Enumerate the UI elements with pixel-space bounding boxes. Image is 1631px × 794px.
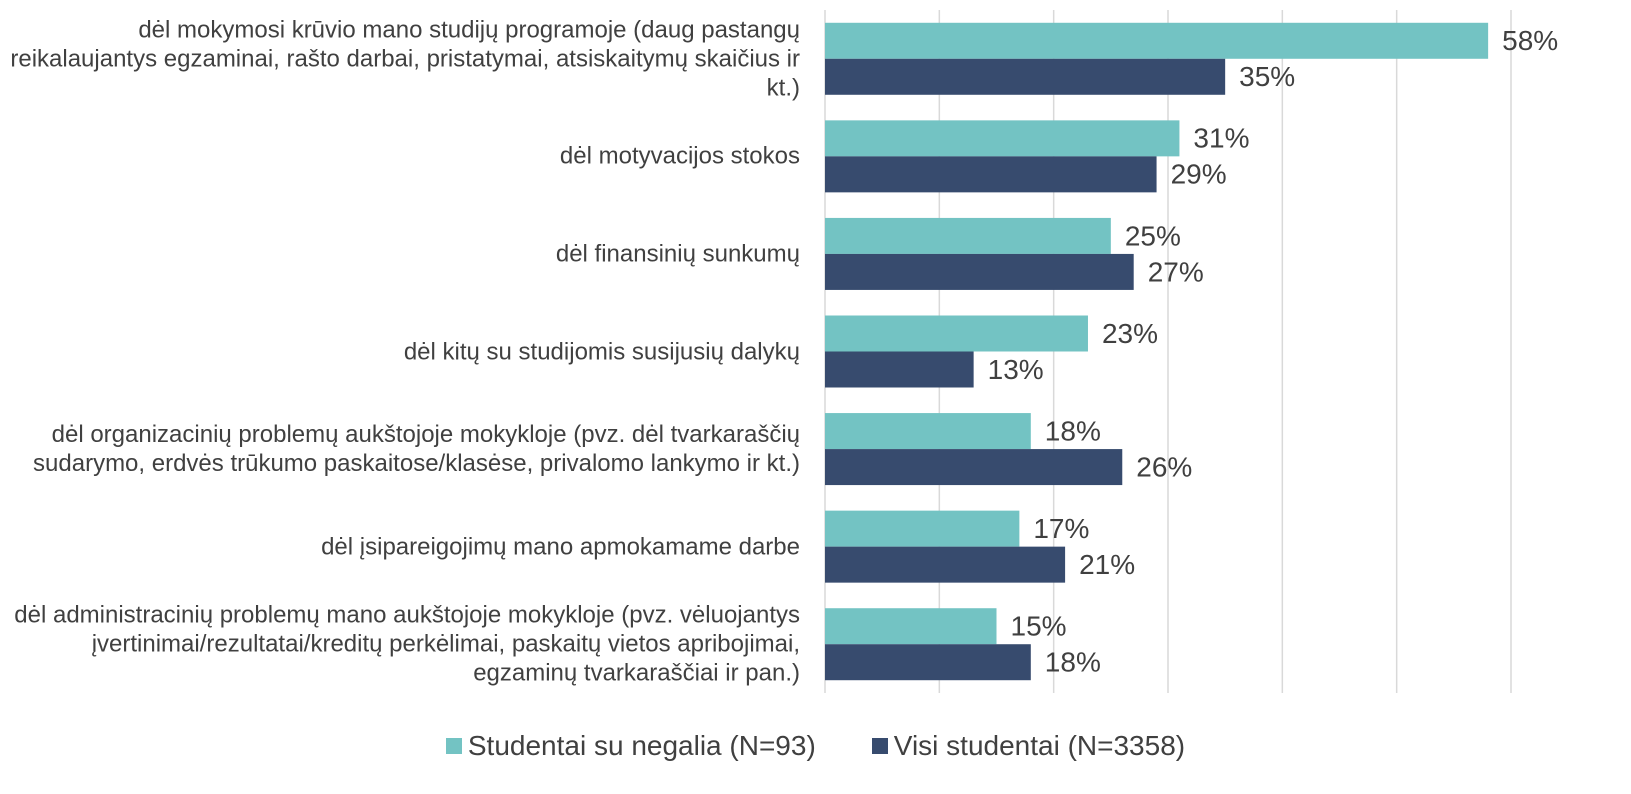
legend-swatch — [445, 738, 462, 754]
bar — [825, 644, 1031, 681]
bar — [825, 510, 1020, 547]
bar — [825, 120, 1180, 157]
data-label: 13% — [988, 354, 1044, 385]
data-label: 23% — [1102, 318, 1158, 349]
legend-text: Studentai su negalia (N=93) — [467, 730, 816, 761]
data-label: 15% — [1011, 611, 1067, 642]
bar — [825, 22, 1489, 59]
data-label: 18% — [1045, 415, 1101, 446]
data-label: 35% — [1239, 61, 1295, 92]
bar — [825, 413, 1031, 450]
bar — [825, 217, 1111, 254]
data-label: 26% — [1136, 451, 1192, 482]
bar — [825, 315, 1088, 352]
bar — [825, 608, 997, 645]
category-label: dėl įsipareigojimų mano apmokamame darbe — [321, 533, 800, 561]
data-label: 31% — [1193, 123, 1249, 154]
legend-text: Visi studentai (N=3358) — [893, 730, 1186, 761]
category-label: dėl kitų su studijomis susijusių dalykų — [403, 338, 800, 365]
legend-item: Visi studentai (N=3358) — [871, 730, 1186, 762]
data-label: 58% — [1502, 25, 1558, 56]
category-label: dėl organizacinių problemų aukštojoje mo… — [33, 421, 800, 478]
data-label: 27% — [1148, 256, 1204, 287]
category-label: dėl finansinių sunkumų — [555, 240, 800, 268]
data-label: 29% — [1171, 159, 1227, 190]
category-label: dėl motyvacijos stokos — [559, 142, 800, 170]
bar — [825, 156, 1157, 193]
data-label: 25% — [1125, 220, 1181, 251]
bar — [825, 351, 974, 388]
data-label: 21% — [1079, 549, 1135, 580]
data-label: 17% — [1033, 513, 1089, 544]
bar — [825, 449, 1123, 486]
legend-item: Studentai su negalia (N=93) — [445, 730, 816, 762]
category-label: dėl mokymosi krūvio mano studijų program… — [10, 16, 800, 102]
legend: Studentai su negalia (N=93) Visi studenta… — [0, 730, 1631, 762]
legend-swatch — [871, 738, 888, 754]
bar — [825, 253, 1134, 290]
category-label: dėl administracinių problemų mano aukšto… — [14, 601, 800, 687]
bar — [825, 58, 1226, 95]
data-label: 18% — [1045, 647, 1101, 678]
bar — [825, 546, 1066, 583]
